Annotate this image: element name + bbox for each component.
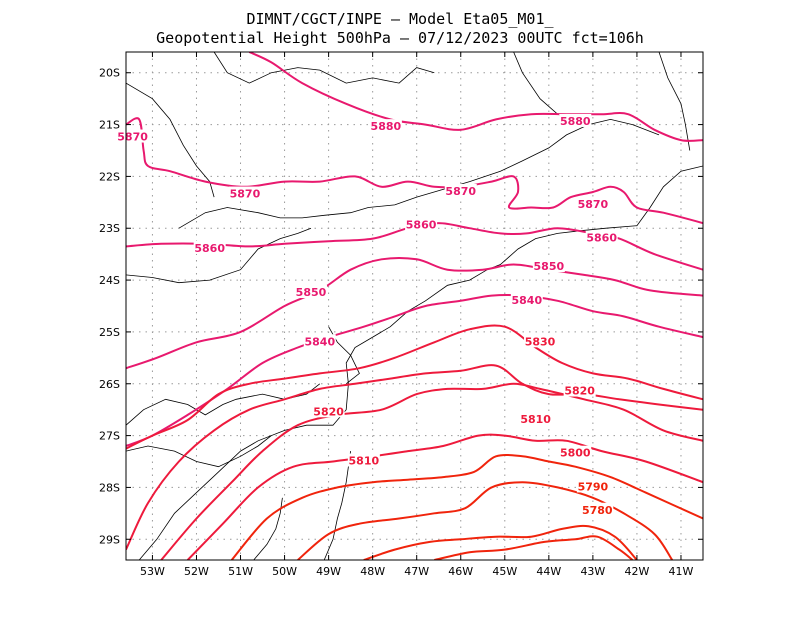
contour-label: 5860	[586, 232, 617, 245]
y-tick-label: 22S	[99, 170, 120, 183]
x-tick-label: 53W	[140, 565, 165, 578]
contour-line-5880	[248, 52, 703, 142]
contour-label: 5870	[230, 188, 261, 201]
x-tick-label: 50W	[272, 565, 297, 578]
contour-label: 5870	[445, 185, 476, 198]
contour-label-bg	[576, 479, 609, 493]
contour-label: 5850	[296, 286, 327, 299]
contour-line-5810	[160, 382, 703, 560]
contour-label: 5880	[560, 115, 591, 128]
contour-line-5830	[126, 324, 703, 450]
x-tick-label: 52W	[184, 565, 209, 578]
contour-label: 5810	[349, 455, 380, 468]
contour-label-bg	[444, 183, 477, 197]
contour-label-bg	[559, 113, 592, 127]
contour-label-bg	[585, 230, 618, 244]
x-tick-label: 44W	[536, 565, 561, 578]
x-tick-label: 43W	[580, 565, 605, 578]
contour-label: 5880	[371, 120, 402, 133]
coastline-and-borders	[126, 52, 703, 560]
y-tick-label: 20S	[99, 67, 120, 80]
x-tick-label: 47W	[404, 565, 429, 578]
y-tick-label: 21S	[99, 119, 120, 132]
contour-label: 5820	[564, 385, 595, 398]
contour-label-bg	[303, 334, 336, 348]
y-tick-label: 27S	[99, 430, 120, 443]
y-tick-label: 23S	[99, 222, 120, 235]
contour-line-5760	[434, 535, 634, 560]
chart-title-line-1: DIMNT/CGCT/INPE – Model Eta05_M01_	[246, 10, 554, 28]
x-tick-label: 41W	[669, 565, 694, 578]
y-tick-label: 26S	[99, 378, 120, 391]
grid-lines	[126, 52, 703, 560]
coastline-segment	[658, 52, 691, 151]
y-tick-label: 24S	[99, 274, 120, 287]
x-tick-label: 45W	[492, 565, 517, 578]
contour-label-bg	[524, 334, 557, 348]
contour-line-5770	[363, 524, 638, 560]
contour-line-5840	[126, 294, 703, 447]
contour-label-bg	[294, 285, 327, 299]
coastline-segment	[126, 227, 312, 284]
coastline-segment	[138, 165, 703, 560]
coastline-segment	[213, 52, 435, 84]
contour-label-bg	[519, 412, 552, 426]
contour-label-bg	[405, 217, 438, 231]
contour-label: 5840	[304, 335, 335, 348]
contour-label: 5790	[578, 480, 609, 493]
contour-label-bg	[563, 383, 596, 397]
contour-label-bg	[347, 453, 380, 467]
plot-frame	[125, 51, 704, 561]
contour-label: 5820	[313, 405, 344, 418]
contour-line-5870	[126, 117, 703, 225]
contour-label-bg	[116, 129, 149, 143]
y-tick-label: 29S	[99, 533, 120, 546]
coastline-segment	[126, 435, 272, 468]
contour-line-5850	[126, 257, 703, 370]
height-contours	[126, 52, 703, 560]
contour-label: 5870	[578, 198, 609, 211]
contour-label: 5860	[194, 242, 225, 255]
contour-line-5780	[297, 481, 674, 560]
contour-label-bg	[510, 292, 543, 306]
contour-label-bg	[559, 445, 592, 459]
coastline-segment	[126, 383, 321, 426]
contour-label-bg	[369, 119, 402, 133]
contour-label: 5870	[117, 131, 148, 144]
coastline-segment	[178, 118, 660, 229]
contour-label-bg	[312, 404, 345, 418]
contour-label-bg	[532, 259, 565, 273]
chart-title-line-2: Geopotential Height 500hPa – 07/12/2023 …	[156, 29, 644, 47]
contour-label: 5860	[406, 219, 437, 232]
y-tick-label: 28S	[99, 481, 120, 494]
contour-label: 5840	[512, 294, 543, 307]
contour-label-bg	[193, 240, 226, 254]
contour-label: 5780	[582, 504, 613, 517]
contour-line-5790	[230, 453, 703, 560]
contour-label: 5800	[560, 447, 591, 460]
x-tick-label: 51W	[228, 565, 253, 578]
y-tick-label: 25S	[99, 326, 120, 339]
contour-label: 5850	[534, 260, 565, 273]
contour-labels: 5880 5880 5870 5870 5870 5870 5860 5860 5860 5850…	[116, 113, 618, 517]
x-tick-label: 48W	[360, 565, 385, 578]
axis-ticks: 53W 52W 51W 50W 49W 48W 47W 46W 45W 44W 43W 42W 41W 2…	[99, 52, 703, 578]
contour-label-bg	[581, 502, 614, 516]
contour-label-bg	[228, 186, 261, 200]
contour-label: 5830	[525, 335, 556, 348]
coastline-segment	[323, 451, 351, 560]
contour-label-bg	[576, 196, 609, 210]
x-tick-label: 42W	[624, 565, 649, 578]
contour-line-5820	[126, 364, 703, 551]
x-tick-label: 49W	[316, 565, 341, 578]
x-tick-label: 46W	[448, 565, 473, 578]
contour-label: 5810	[520, 413, 551, 426]
